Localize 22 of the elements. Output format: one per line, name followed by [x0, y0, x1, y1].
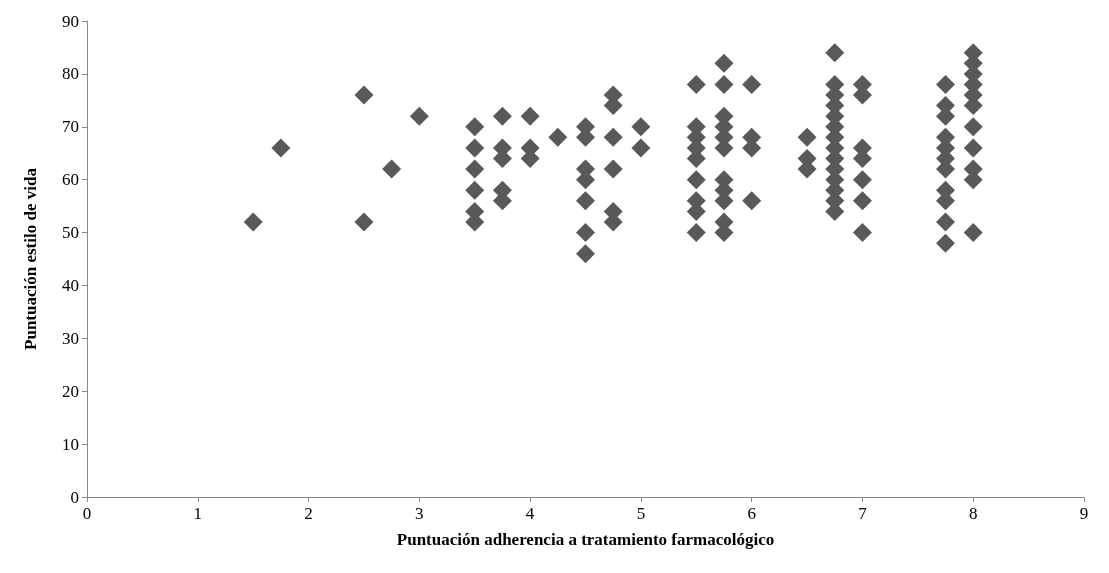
y-tick-label: 40 [62, 275, 79, 295]
x-axis-title: Puntuación adherencia a tratamiento farmacológico [396, 530, 775, 549]
y-tick-label: 0 [70, 487, 79, 507]
x-tick-label: 9 [1079, 504, 1089, 523]
y-tick-label: 80 [62, 64, 79, 84]
y-tick-label: 10 [62, 434, 79, 454]
y-tick-label: 90 [62, 11, 79, 31]
y-tick-label: 50 [62, 223, 79, 243]
x-tick-label: 4 [525, 504, 535, 523]
y-tick-label: 60 [62, 170, 79, 190]
y-tick-label: 30 [62, 328, 79, 348]
x-tick-label: 3 [415, 504, 424, 523]
x-tick-label: 7 [858, 504, 868, 523]
x-tick-label: 8 [968, 504, 978, 523]
y-tick-label: 70 [62, 117, 79, 137]
x-tick-label: 0 [82, 504, 92, 523]
x-tick-label: 6 [747, 504, 756, 523]
x-tick-label: 2 [304, 504, 313, 523]
y-tick-label: 20 [62, 381, 79, 401]
x-tick-label: 1 [193, 504, 203, 523]
y-axis-title: Puntuación estilo de vida [21, 167, 40, 350]
x-tick-label: 5 [636, 504, 646, 523]
